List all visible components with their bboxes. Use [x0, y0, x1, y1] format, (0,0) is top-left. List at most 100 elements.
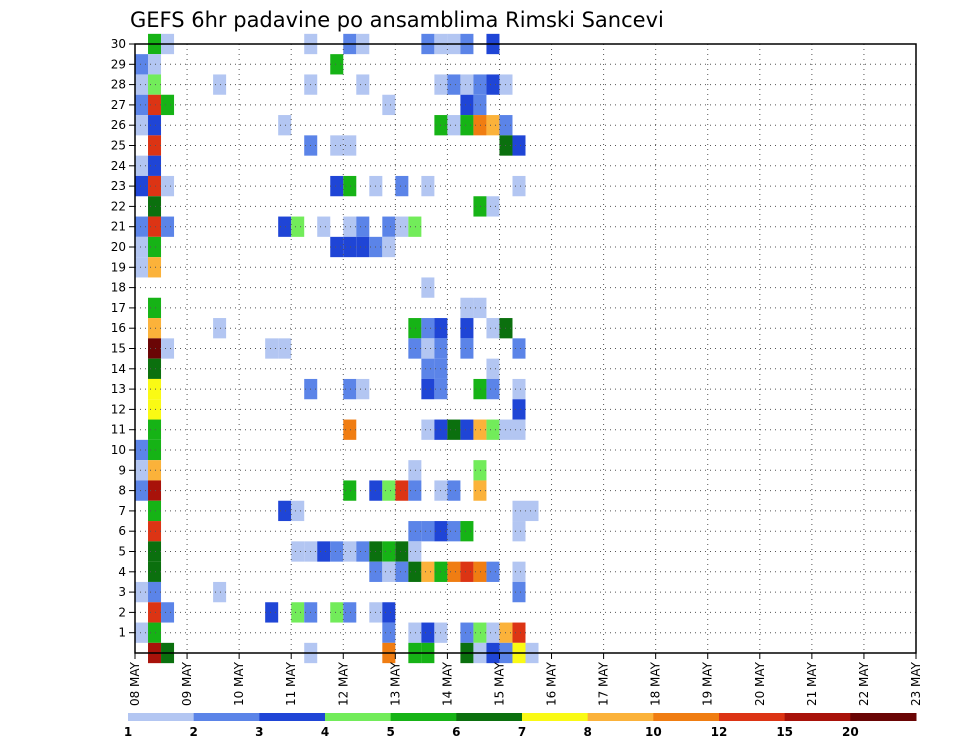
heatmap-cell — [148, 399, 162, 420]
heatmap-cell — [512, 135, 526, 156]
heatmap-cell — [278, 216, 292, 237]
heatmap-cell — [421, 622, 435, 643]
heatmap-cell — [343, 216, 357, 237]
y-tick-label: 6 — [118, 524, 126, 538]
x-tick-label: 14 MAY — [440, 661, 454, 706]
heatmap-cell — [148, 236, 162, 258]
x-tick-label: 19 MAY — [701, 661, 715, 706]
heatmap-cell — [421, 338, 435, 359]
heatmap-cell — [135, 257, 149, 278]
x-tick-label: 23 MAY — [909, 661, 923, 706]
heatmap-cell — [473, 561, 487, 582]
heatmap-cell — [135, 236, 149, 258]
heatmap-cell — [135, 115, 149, 136]
heatmap-cell — [343, 480, 357, 501]
y-tick-label: 3 — [118, 585, 126, 599]
heatmap-cell — [330, 175, 344, 197]
heatmap-cell — [460, 297, 474, 319]
colorbar-label: 15 — [776, 725, 793, 739]
heatmap-cell — [473, 622, 487, 643]
heatmap-cell — [447, 74, 461, 95]
y-tick-label: 2 — [118, 605, 126, 619]
heatmap-cell — [473, 94, 487, 116]
heatmap-cell — [473, 297, 487, 319]
heatmap-cell — [395, 541, 409, 562]
heatmap-cell — [161, 602, 175, 623]
heatmap-cell — [421, 521, 435, 542]
x-tick-label: 17 MAY — [597, 661, 611, 706]
x-tick-label: 13 MAY — [388, 661, 402, 706]
y-tick-label: 15 — [111, 342, 126, 356]
heatmap-cell — [421, 378, 435, 400]
heatmap-cell — [148, 297, 162, 319]
heatmap-cell — [486, 196, 500, 217]
heatmap-cell — [135, 480, 149, 501]
heatmap-cell — [135, 622, 149, 643]
colorbar-label: 2 — [189, 725, 197, 739]
heatmap-cell — [148, 135, 162, 156]
y-tick-label: 5 — [118, 545, 126, 559]
heatmap-cell — [356, 541, 370, 562]
heatmap-cell — [265, 602, 279, 623]
y-tick-label: 7 — [118, 504, 126, 518]
y-tick-label: 30 — [111, 37, 126, 51]
colorbar-label: 4 — [321, 725, 329, 739]
heatmap-cell — [512, 500, 526, 522]
heatmap-cell — [408, 318, 422, 339]
x-tick-label: 09 MAY — [180, 661, 194, 706]
heatmap-cell — [460, 338, 474, 359]
heatmap-cell — [408, 460, 422, 481]
heatmap-cell — [408, 216, 422, 237]
heatmap-cell — [486, 74, 500, 95]
heatmap-cell — [421, 175, 435, 197]
x-tick-label: 08 MAY — [128, 661, 142, 706]
x-tick-label: 16 MAY — [545, 661, 559, 706]
heatmap-cell — [213, 74, 227, 95]
heatmap-cell — [356, 74, 370, 95]
heatmap-cell — [148, 439, 162, 461]
heatmap-cell — [148, 541, 162, 562]
y-tick-label: 12 — [111, 402, 126, 416]
heatmap-cell — [395, 216, 409, 237]
y-tick-label: 23 — [111, 179, 126, 193]
heatmap-cell — [291, 216, 305, 237]
y-tick-label: 20 — [111, 240, 126, 254]
colorbar-swatch — [325, 713, 392, 721]
colorbar-label: 1 — [124, 725, 132, 739]
y-tick-label: 9 — [118, 463, 126, 477]
x-tick-label: 20 MAY — [753, 661, 767, 706]
colorbar-swatch — [850, 713, 917, 721]
colorbar-label: 5 — [386, 725, 394, 739]
colorbar-swatch — [193, 713, 260, 721]
colorbar-swatch — [587, 713, 654, 721]
heatmap-cell — [343, 541, 357, 562]
grid-lines — [135, 43, 916, 653]
heatmap-cell — [135, 460, 149, 481]
heatmap-cell — [512, 175, 526, 197]
y-tick-label: 22 — [111, 199, 126, 213]
y-tick-label: 28 — [111, 78, 126, 92]
x-tick-label: 15 MAY — [492, 661, 506, 706]
heatmap-cell — [265, 338, 279, 359]
heatmap-cell — [447, 521, 461, 542]
y-axis: 1234567891011121314151617181920212223242… — [111, 37, 135, 640]
heatmap-cell — [148, 94, 162, 116]
heatmap-cell — [473, 115, 487, 136]
heatmap-cell — [408, 521, 422, 542]
heatmap-cell — [278, 115, 292, 136]
y-tick-label: 21 — [111, 220, 126, 234]
heatmap-cell — [330, 135, 344, 156]
heatmap-cell — [343, 602, 357, 623]
heatmap-cell — [161, 216, 175, 237]
heatmap-cell — [135, 439, 149, 461]
heatmap-cell — [512, 561, 526, 582]
heatmap-cell — [148, 521, 162, 542]
y-tick-label: 14 — [111, 362, 126, 376]
heatmap-cell — [330, 602, 344, 623]
heatmap-cell — [473, 419, 487, 440]
heatmap-cell — [135, 74, 149, 95]
heatmap-cell — [343, 419, 357, 440]
heatmap-cell — [460, 318, 474, 339]
